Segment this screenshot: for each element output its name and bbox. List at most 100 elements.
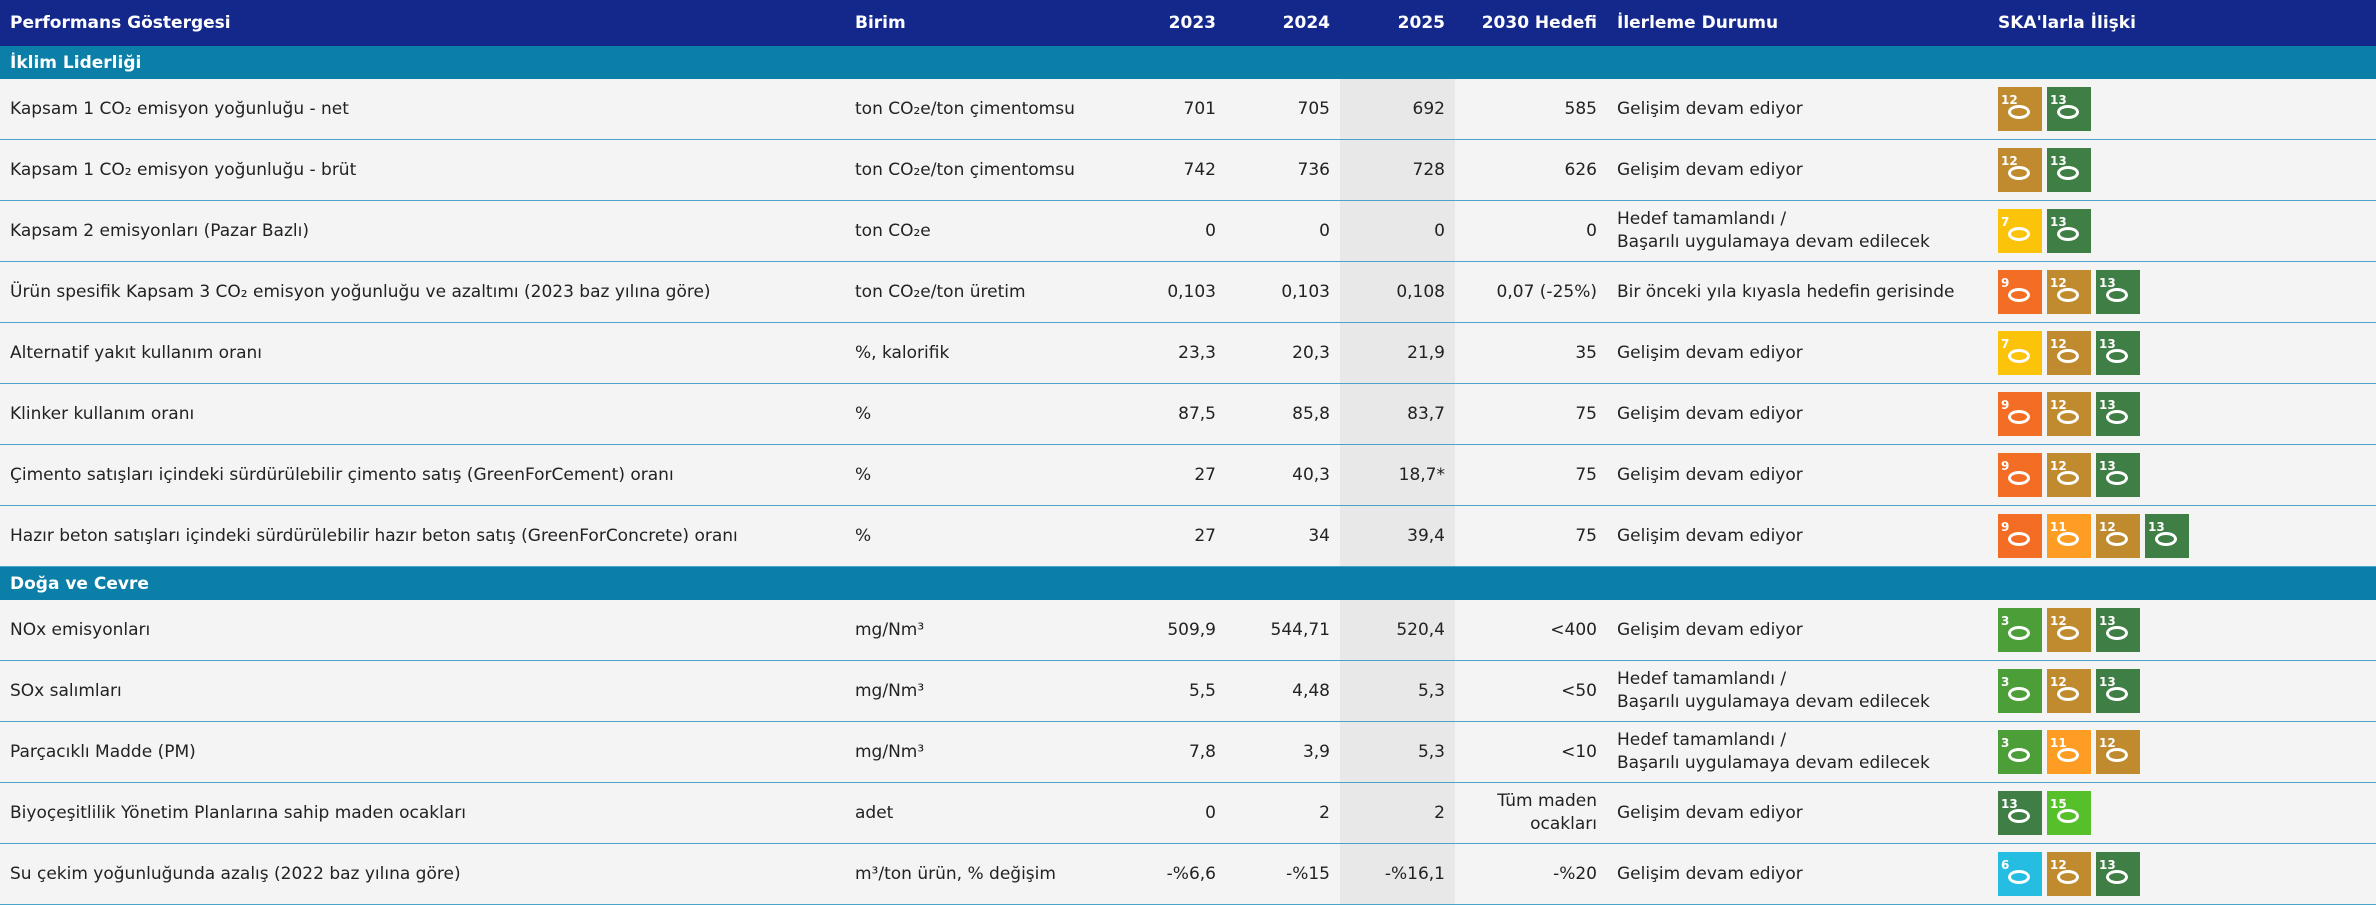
- data-row: Kapsam 1 CO₂ emisyon yoğunluğu - brüt ton…: [0, 139, 2376, 201]
- value-2023: 742: [1127, 139, 1226, 201]
- sdg-icon: 13: [2096, 392, 2140, 436]
- value-2025: 0,108: [1340, 261, 1455, 323]
- sdg-icon: 12: [1998, 87, 2042, 131]
- sdg-glyph: [2008, 410, 2030, 424]
- sdg-icon: 6: [1998, 852, 2042, 896]
- sdg-icons: 9 12 13: [1998, 392, 2366, 436]
- sdg-glyph: [2008, 105, 2030, 119]
- value-2023: -%6,6: [1127, 843, 1226, 905]
- sdg-icon: 13: [2145, 514, 2189, 558]
- value-2023: 5,5: [1127, 660, 1226, 722]
- unit: %: [845, 444, 1127, 506]
- unit: %: [845, 505, 1127, 567]
- indicator: Kapsam 2 emisyonları (Pazar Bazlı): [0, 200, 845, 262]
- value-2023: 27: [1127, 444, 1226, 506]
- progress: Hedef tamamlandı / Başarılı uygulamaya d…: [1607, 721, 1988, 783]
- sdg-icon: 13: [2096, 669, 2140, 713]
- target-2030: <10: [1455, 721, 1607, 783]
- target-2030: 75: [1455, 444, 1607, 506]
- indicator: Kapsam 1 CO₂ emisyon yoğunluğu - net: [0, 79, 845, 140]
- progress: Gelişim devam ediyor: [1607, 600, 1988, 661]
- sdg-number: 12: [2001, 154, 2018, 168]
- sdg-number: 13: [2099, 398, 2116, 412]
- data-row: Klinker kullanım oranı% 87,5 85,8 83,7 75 Gel…: [0, 383, 2376, 445]
- value-2023: 701: [1127, 79, 1226, 140]
- value-2025: 18,7*: [1340, 444, 1455, 506]
- sdg-glyph: [2106, 687, 2128, 701]
- sdg-number: 9: [2001, 276, 2010, 290]
- sdg-icons: 3 12 13: [1998, 669, 2366, 713]
- sdg-number: 13: [2050, 154, 2067, 168]
- sdg-icon: 12: [2047, 852, 2091, 896]
- sdg-glyph: [2008, 809, 2030, 823]
- sdg-icons: 7 12 13: [1998, 331, 2366, 375]
- sdg-glyph: [2057, 349, 2079, 363]
- sdg-number: 12: [2050, 398, 2067, 412]
- data-row: Biyoçeşitlilik Yönetim Planlarına sahip …: [0, 782, 2376, 844]
- sdg-glyph: [2057, 288, 2079, 302]
- sdg-icon: 12: [2096, 514, 2140, 558]
- indicator: Klinker kullanım oranı: [0, 383, 845, 445]
- progress: Gelişim devam ediyor: [1607, 139, 1988, 201]
- header-cell: SKA'larla İlişki: [1988, 0, 2376, 46]
- value-2024: 2: [1226, 782, 1340, 844]
- value-2025: 83,7: [1340, 383, 1455, 445]
- sdg-glyph: [2008, 748, 2030, 762]
- sdg-glyph: [2008, 626, 2030, 640]
- indicator: SOx salımları: [0, 660, 845, 722]
- target-2030: 585: [1455, 79, 1607, 140]
- sdg-icons: 13 15: [1998, 791, 2366, 835]
- sdg-number: 13: [2050, 215, 2067, 229]
- sdg-glyph: [2057, 626, 2079, 640]
- progress: Gelişim devam ediyor: [1607, 444, 1988, 506]
- sdg-glyph: [2057, 870, 2079, 884]
- sdg-icons: 12 13: [1998, 148, 2366, 192]
- sdg-glyph: [2008, 227, 2030, 241]
- sdg-cell: 9 12 13: [1988, 261, 2376, 323]
- sdg-number: 12: [2050, 276, 2067, 290]
- value-2025: -%16,1: [1340, 843, 1455, 905]
- value-2023: 27: [1127, 505, 1226, 567]
- sdg-cell: 9 11 12 13: [1988, 505, 2376, 567]
- section-title: İklim Liderliği: [0, 46, 2376, 79]
- sdg-icon: 7: [1998, 331, 2042, 375]
- sdg-glyph: [2057, 105, 2079, 119]
- sdg-icons: 12 13: [1998, 87, 2366, 131]
- sdg-glyph: [2106, 288, 2128, 302]
- sdg-number: 9: [2001, 398, 2010, 412]
- sdg-number: 6: [2001, 858, 2010, 872]
- sdg-icon: 3: [1998, 608, 2042, 652]
- value-2024: 3,9: [1226, 721, 1340, 783]
- progress: Hedef tamamlandı / Başarılı uygulamaya d…: [1607, 200, 1988, 262]
- target-2030: 0: [1455, 200, 1607, 262]
- value-2023: 23,3: [1127, 322, 1226, 384]
- sdg-number: 12: [2050, 614, 2067, 628]
- sdg-glyph: [2008, 349, 2030, 363]
- indicator: NOx emisyonları: [0, 600, 845, 661]
- sdg-cell: 3 12 13: [1988, 600, 2376, 661]
- sdg-number: 13: [2001, 797, 2018, 811]
- target-2030: 75: [1455, 383, 1607, 445]
- sdg-number: 3: [2001, 675, 2010, 689]
- indicator: Hazır beton satışları içindeki sürdürüle…: [0, 505, 845, 567]
- sdg-icon: 13: [2047, 209, 2091, 253]
- sdg-cell: 3 12 13: [1988, 660, 2376, 722]
- value-2024: 736: [1226, 139, 1340, 201]
- sdg-glyph: [2057, 687, 2079, 701]
- data-row: Parçacıklı Madde (PM) mg/Nm³ 7,8 3,9 5,3 <10 H…: [0, 721, 2376, 783]
- sdg-cell: 9 12 13: [1988, 383, 2376, 445]
- sdg-number: 13: [2050, 93, 2067, 107]
- sdg-icon: 13: [2096, 453, 2140, 497]
- sdg-number: 13: [2099, 675, 2116, 689]
- progress: Gelişim devam ediyor: [1607, 322, 1988, 384]
- sdg-number: 13: [2099, 459, 2116, 473]
- sdg-glyph: [2057, 227, 2079, 241]
- sdg-glyph: [2106, 471, 2128, 485]
- sdg-number: 11: [2050, 736, 2067, 750]
- sdg-glyph: [2008, 471, 2030, 485]
- header-cell: 2023: [1127, 0, 1226, 46]
- value-2024: 34: [1226, 505, 1340, 567]
- sdg-icon: 9: [1998, 514, 2042, 558]
- target-2030: <50: [1455, 660, 1607, 722]
